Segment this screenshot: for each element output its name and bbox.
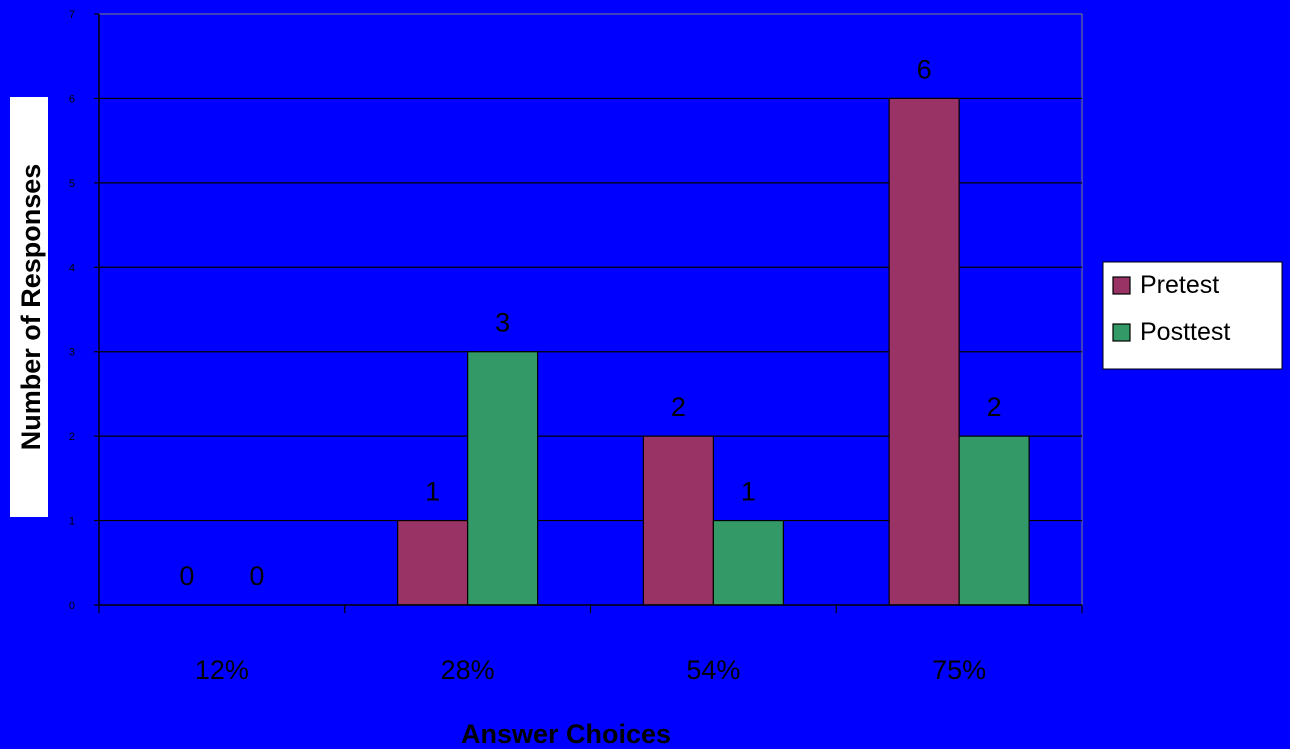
y-tick-labels: 0 1 2 3 4 5 6 7 <box>69 9 75 612</box>
bar-pretest <box>397 519 469 606</box>
data-label: 1 <box>741 477 756 507</box>
bar-posttest <box>958 435 1030 606</box>
legend-label-pretest: Pretest <box>1140 271 1219 299</box>
x-axis-title: Answer Choices <box>461 719 671 749</box>
y-axis-title-group: Number of Responses <box>10 97 48 517</box>
data-label: 3 <box>495 308 510 338</box>
y-tick-label: 6 <box>69 93 75 105</box>
bars <box>397 97 1030 606</box>
bar-posttest <box>712 519 784 606</box>
legend: Pretest Posttest <box>1102 261 1283 370</box>
x-category-label: 54% <box>686 655 740 685</box>
legend-label-posttest: Posttest <box>1140 318 1230 346</box>
data-label: 0 <box>249 561 264 591</box>
bar-pretest <box>642 435 714 606</box>
x-category-label: 75% <box>932 655 986 685</box>
y-tick-label: 3 <box>69 347 75 359</box>
legend-box <box>1102 261 1283 370</box>
y-tick-label: 5 <box>69 178 75 190</box>
data-label: 0 <box>179 561 194 591</box>
y-tick-label: 4 <box>69 262 75 274</box>
axes <box>94 13 1083 613</box>
y-axis-title-background <box>10 97 48 517</box>
data-label: 1 <box>425 477 440 507</box>
data-label: 2 <box>987 392 1002 422</box>
y-axis-title: Number of Responses <box>16 164 46 451</box>
x-category-labels: 12% 28% 54% 75% <box>195 655 986 685</box>
y-tick-label: 7 <box>69 9 75 21</box>
data-label: 6 <box>917 54 932 84</box>
x-category-label: 28% <box>441 655 495 685</box>
legend-swatch-pretest <box>1112 276 1131 295</box>
data-label: 2 <box>671 392 686 422</box>
y-tick-label: 0 <box>69 600 75 612</box>
data-labels: 0 0 1 3 2 1 6 2 <box>179 54 1001 591</box>
gridlines <box>99 13 1083 605</box>
y-tick-label: 1 <box>69 516 75 528</box>
legend-swatch-posttest <box>1112 323 1131 342</box>
bar-pretest <box>888 97 960 606</box>
bar-posttest <box>467 351 539 606</box>
x-category-label: 12% <box>195 655 249 685</box>
y-tick-label: 2 <box>69 431 75 443</box>
